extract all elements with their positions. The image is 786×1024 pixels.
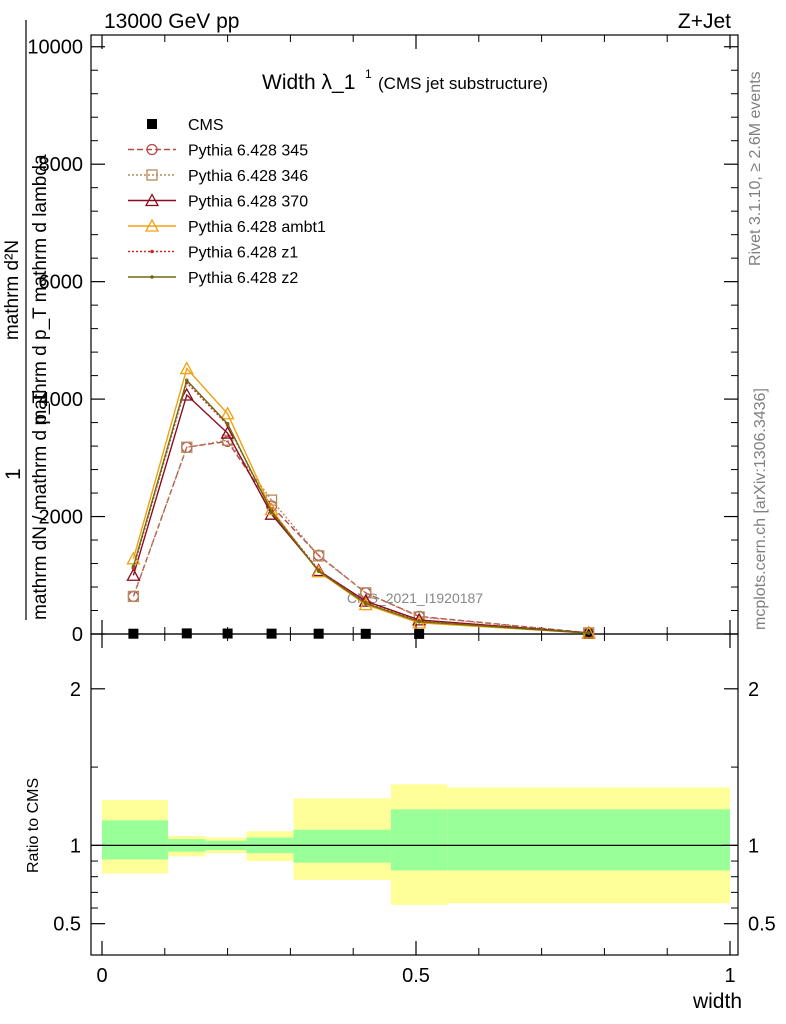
legend-marker-0: [147, 119, 157, 129]
legend-label-2: Pythia 6.428 346: [188, 168, 308, 185]
ytick-label-5: 10000: [27, 37, 83, 59]
ylabel-main: 1 mathrm dN / mathrm d p_T mathrm d²N ma…: [2, 20, 51, 620]
series-0-point-3: [266, 628, 277, 639]
series-3-point-0: [126, 567, 141, 581]
title-sub: (CMS jet substructure): [378, 74, 548, 93]
ratio-tick-label-right-0: 0.5: [748, 914, 776, 936]
ratio-band-green-4: [293, 829, 391, 863]
ratio-tick-label-1: 1: [70, 835, 81, 857]
legend-label-3: Pythia 6.428 370: [188, 194, 308, 211]
series-line-3: [132, 393, 589, 634]
ytick-label-2: 4000: [39, 389, 84, 411]
series-0-point-1: [181, 628, 192, 639]
ratio-tick-label-right-2: 2: [748, 679, 759, 701]
axis-ticks: 0 2000 4000 6000 8000 10000 0 0.5 1 0.5 0.5 1 1 2 2: [27, 35, 776, 987]
series-2-point-0: [127, 590, 140, 603]
ytick-label-1: 2000: [39, 507, 84, 529]
series-4-point-2: [220, 406, 235, 420]
series-layer: [126, 361, 596, 639]
xlabel: width: [692, 990, 742, 1013]
title-main: Width λ_1: [262, 71, 355, 94]
series-0-point-5: [360, 628, 371, 639]
series-0-point-0: [128, 628, 139, 639]
plot-title: Width λ_1 1 (CMS jet substructure): [262, 67, 548, 94]
legend-marker-4: [144, 218, 160, 232]
series-3-point-6: [412, 612, 427, 626]
legend-label-4: Pythia 6.428 ambt1: [188, 219, 326, 236]
legend-marker-2: [146, 169, 158, 181]
ratio-tick-label-right-1: 1: [748, 835, 759, 857]
watermark: CMS_2021_I1920187: [347, 590, 483, 606]
xtick-label-2: 1: [724, 965, 735, 987]
series-4-point-1: [179, 361, 194, 375]
ytick-label-4: 8000: [39, 154, 84, 176]
series-4-point-4: [311, 564, 326, 578]
xtick-label-1: 0.5: [402, 965, 430, 987]
series-0-point-4: [313, 628, 324, 639]
series-2-point-2: [221, 434, 234, 446]
xtick-label-0: 0: [96, 965, 107, 987]
side-label-top: Rivet 3.1.10, ≥ 2.6M events: [747, 71, 764, 266]
series-2-point-1: [181, 441, 193, 453]
series-6-point-6: [417, 619, 421, 624]
series-3-point-2: [220, 425, 235, 439]
ylabel-frac-den: mathrm d p_T mathrm d lambda: [30, 154, 51, 425]
series-4-point-3: [264, 502, 279, 516]
series-6-point-7: [586, 631, 591, 635]
legend-label-5: Pythia 6.428 z1: [188, 245, 298, 262]
legend-marker-6: [150, 275, 154, 279]
ratio-band-green-0: [102, 820, 168, 860]
legend-marker-3: [144, 193, 160, 207]
ytick-label-3: 6000: [39, 272, 84, 294]
legend-label-1: Pythia 6.428 345: [188, 143, 308, 160]
ratio-tick-label-0: 0.5: [53, 914, 81, 936]
ylabel-ratio: Ratio to CMS: [25, 778, 42, 873]
series-6-point-4: [316, 569, 321, 573]
legend-label-6: Pythia 6.428 z2: [188, 270, 298, 287]
header-left: 13000 GeV pp: [104, 10, 239, 33]
ratio-band-green-5: [390, 809, 448, 871]
ytick-label-0: 0: [72, 624, 83, 646]
ratio-bands: [102, 784, 730, 905]
ylabel-frac-num: mathrm d²N: [2, 240, 23, 340]
series-0-point-6: [414, 628, 425, 639]
title-sup: 1: [365, 67, 372, 81]
series-0-point-2: [222, 628, 233, 639]
side-label-bottom: mcplots.cern.ch [arXiv:1306.3436]: [752, 388, 769, 630]
legend-marker-5: [150, 249, 154, 254]
legend-marker-1: [146, 143, 158, 156]
ratio-tick-label-2: 2: [70, 679, 81, 701]
legend: CMS Pythia 6.428 345 Pythia 6.428 346 Pythi…: [128, 117, 326, 287]
header-right: Z+Jet: [678, 10, 731, 33]
ylabel-main-den: mathrm dN / mathrm d p_T: [30, 392, 51, 620]
series-6-point-0: [131, 564, 136, 569]
series-line-6: [132, 378, 589, 634]
series-6-point-5: [363, 601, 368, 606]
series-6-point-3: [269, 510, 274, 514]
legend-label-0: CMS: [188, 117, 224, 134]
series-line-2: [132, 439, 589, 634]
ylabel-main-num: 1: [2, 468, 25, 480]
series-6-point-2: [225, 421, 230, 426]
series-2-point-4: [313, 550, 325, 562]
series-6-point-1: [184, 378, 189, 383]
ratio-band-green-6: [447, 809, 730, 871]
